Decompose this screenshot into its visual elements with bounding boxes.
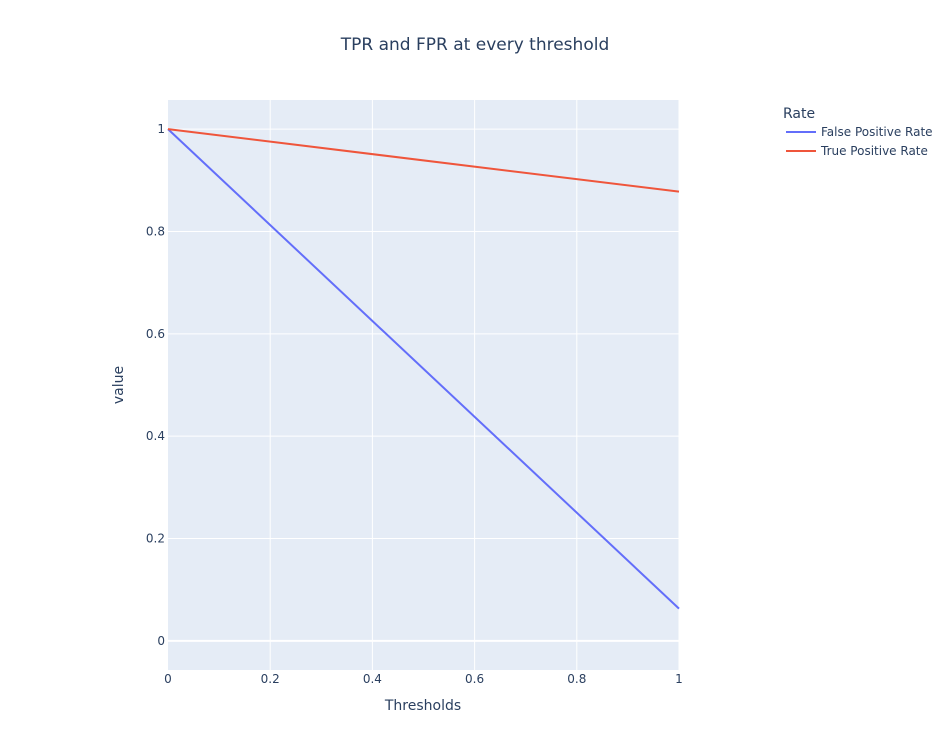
- legend-item-false-positive-rate: False Positive Rate: [821, 125, 933, 139]
- legend-item-true-positive-rate: True Positive Rate: [820, 144, 928, 158]
- legend: Rate False Positive Rate True Positive Ra…: [783, 106, 933, 158]
- x-tick-label: 0.2: [261, 672, 280, 686]
- y-tick-label: 0.2: [146, 532, 165, 546]
- x-axis-title: Thresholds: [384, 698, 461, 714]
- legend-title: Rate: [783, 106, 815, 122]
- x-tick-label: 0.4: [363, 672, 382, 686]
- x-axis-ticks: 0 0.2 0.4 0.6 0.8 1: [164, 672, 683, 686]
- y-tick-label: 0.8: [146, 224, 165, 238]
- x-tick-label: 0: [164, 672, 172, 686]
- y-tick-label: 0.6: [146, 327, 165, 341]
- y-tick-label: 0: [157, 634, 165, 648]
- gridlines: [168, 100, 680, 670]
- series-line-false-positive-rate: [167, 128, 680, 610]
- y-axis-title: value: [111, 366, 127, 404]
- x-tick-label: 0.8: [567, 672, 586, 686]
- y-tick-label: 0.4: [146, 429, 165, 443]
- y-axis-ticks: 0 0.2 0.4 0.6 0.8 1: [146, 122, 165, 648]
- y-tick-label: 1: [157, 122, 165, 136]
- chart-title: TPR and FPR at every threshold: [340, 35, 609, 55]
- series-lines: [167, 128, 680, 610]
- x-tick-label: 0.6: [465, 672, 484, 686]
- series-line-true-positive-rate: [167, 128, 680, 193]
- plot-area: [168, 100, 679, 670]
- x-tick-label: 1: [675, 672, 683, 686]
